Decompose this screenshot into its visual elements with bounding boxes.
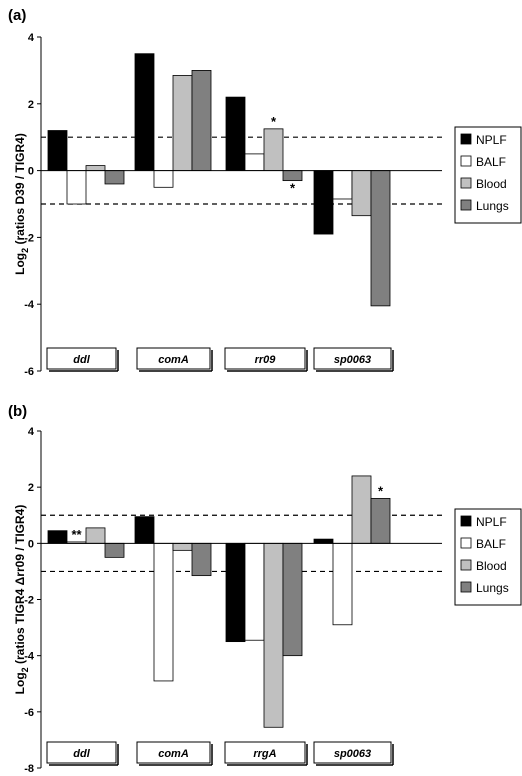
y-tick-label: -4 <box>24 651 35 663</box>
y-tick-label: 0 <box>28 538 34 550</box>
legend: NPLF BALF Blood Lungs <box>454 508 522 606</box>
legend-swatch-nplf <box>460 515 472 527</box>
bar-lungs-coma <box>191 542 212 577</box>
bar-lungs-coma <box>191 70 212 171</box>
legend-label-balf: BALF <box>476 155 506 169</box>
bar-balf-ddl <box>66 170 87 205</box>
bar-lungs-rrga <box>282 542 303 657</box>
bar-balf-coma <box>153 542 174 682</box>
legend-label-blood: Blood <box>476 559 507 573</box>
bar-balf-rrga <box>244 542 265 641</box>
significance-marker: * <box>290 181 296 196</box>
y-tick-label: 2 <box>28 482 34 494</box>
y-tick-label: -2 <box>24 232 34 244</box>
bar-blood-sp0063 <box>351 475 372 544</box>
category-box <box>313 347 392 370</box>
legend-swatch-blood <box>460 559 472 571</box>
y-tick-label: 0 <box>28 166 34 178</box>
bar-nplf-coma <box>134 516 155 544</box>
significance-marker: ** <box>71 527 82 542</box>
bar-nplf-rrga <box>225 542 246 643</box>
legend-swatch-balf <box>460 155 472 167</box>
bar-blood-rrga <box>263 542 284 728</box>
bar-nplf-sp0063 <box>313 170 334 235</box>
bar-nplf-sp0063 <box>313 538 334 544</box>
significance-marker: * <box>378 483 384 498</box>
bar-nplf-rr09 <box>225 96 246 172</box>
significance-marker: * <box>271 114 277 129</box>
bar-blood-ddl <box>85 527 106 544</box>
legend-label-balf: BALF <box>476 537 506 551</box>
y-axis-label: Log2 (ratios D39 / TIGR4) <box>13 133 30 275</box>
legend-label-blood: Blood <box>476 177 507 191</box>
bar-balf-rr09 <box>244 153 265 171</box>
chart-panel-1: (a) Log2 (ratios D39 / TIGR4) 4 2 0 -2 -4 -6 * * d… <box>8 7 522 378</box>
bar-balf-sp0063 <box>332 170 353 200</box>
category-label: rr09 <box>255 354 277 366</box>
category-label: rrgA <box>253 748 276 760</box>
category-label: comA <box>158 748 189 760</box>
y-tick-label: 4 <box>28 32 35 44</box>
y-tick-label: -8 <box>24 763 34 775</box>
bar-blood-sp0063 <box>351 170 372 217</box>
y-tick-label: 2 <box>28 99 34 111</box>
legend-swatch-lungs <box>460 581 472 593</box>
bar-lungs-ddl <box>104 170 125 185</box>
bar-blood-ddl <box>85 165 106 171</box>
bar-blood-coma <box>172 542 193 551</box>
legend-label-lungs: Lungs <box>476 581 509 595</box>
category-box <box>313 741 392 764</box>
y-tick-label: -2 <box>24 595 34 607</box>
legend-label-nplf: NPLF <box>476 515 507 529</box>
category-box <box>136 347 211 370</box>
y-tick-label: -6 <box>24 707 34 719</box>
legend-swatch-blood <box>460 177 472 189</box>
category-label: ddl <box>73 748 90 760</box>
category-label: ddl <box>73 354 90 366</box>
category-box <box>224 741 306 764</box>
chart-panel-2: (b) Log2 (ratios TIGR4 Δrr09 / TIGR4) 4 2 0 -… <box>8 403 522 775</box>
legend-swatch-lungs <box>460 199 472 211</box>
legend-swatch-balf <box>460 537 472 549</box>
bar-lungs-ddl <box>104 542 125 558</box>
bar-nplf-ddl <box>47 130 68 172</box>
category-label: comA <box>158 354 189 366</box>
bar-lungs-sp0063 <box>370 170 391 307</box>
y-tick-label: -6 <box>24 366 34 378</box>
category-box <box>46 347 117 370</box>
legend: NPLF BALF Blood Lungs <box>454 126 522 224</box>
legend-label-nplf: NPLF <box>476 133 507 147</box>
category-box <box>46 741 117 764</box>
category-box <box>224 347 306 370</box>
bar-nplf-coma <box>134 53 155 172</box>
bar-lungs-sp0063 <box>370 497 391 544</box>
category-box <box>136 741 211 764</box>
bar-lungs-rr09 <box>282 170 303 182</box>
bar-nplf-ddl <box>47 530 68 544</box>
legend-swatch-nplf <box>460 133 472 145</box>
y-tick-label: 4 <box>28 426 35 438</box>
bar-balf-sp0063 <box>332 542 353 626</box>
y-tick-label: -4 <box>24 299 35 311</box>
bar-blood-rr09 <box>263 128 284 172</box>
panel-label: (b) <box>8 403 27 420</box>
bar-balf-coma <box>153 170 174 188</box>
legend-label-lungs: Lungs <box>476 199 509 213</box>
y-axis-label: Log2 (ratios TIGR4 Δrr09 / TIGR4) <box>13 505 30 695</box>
category-label: sp0063 <box>334 748 371 760</box>
panel-label: (a) <box>8 7 26 24</box>
category-label: sp0063 <box>334 354 371 366</box>
bar-blood-coma <box>172 75 193 172</box>
